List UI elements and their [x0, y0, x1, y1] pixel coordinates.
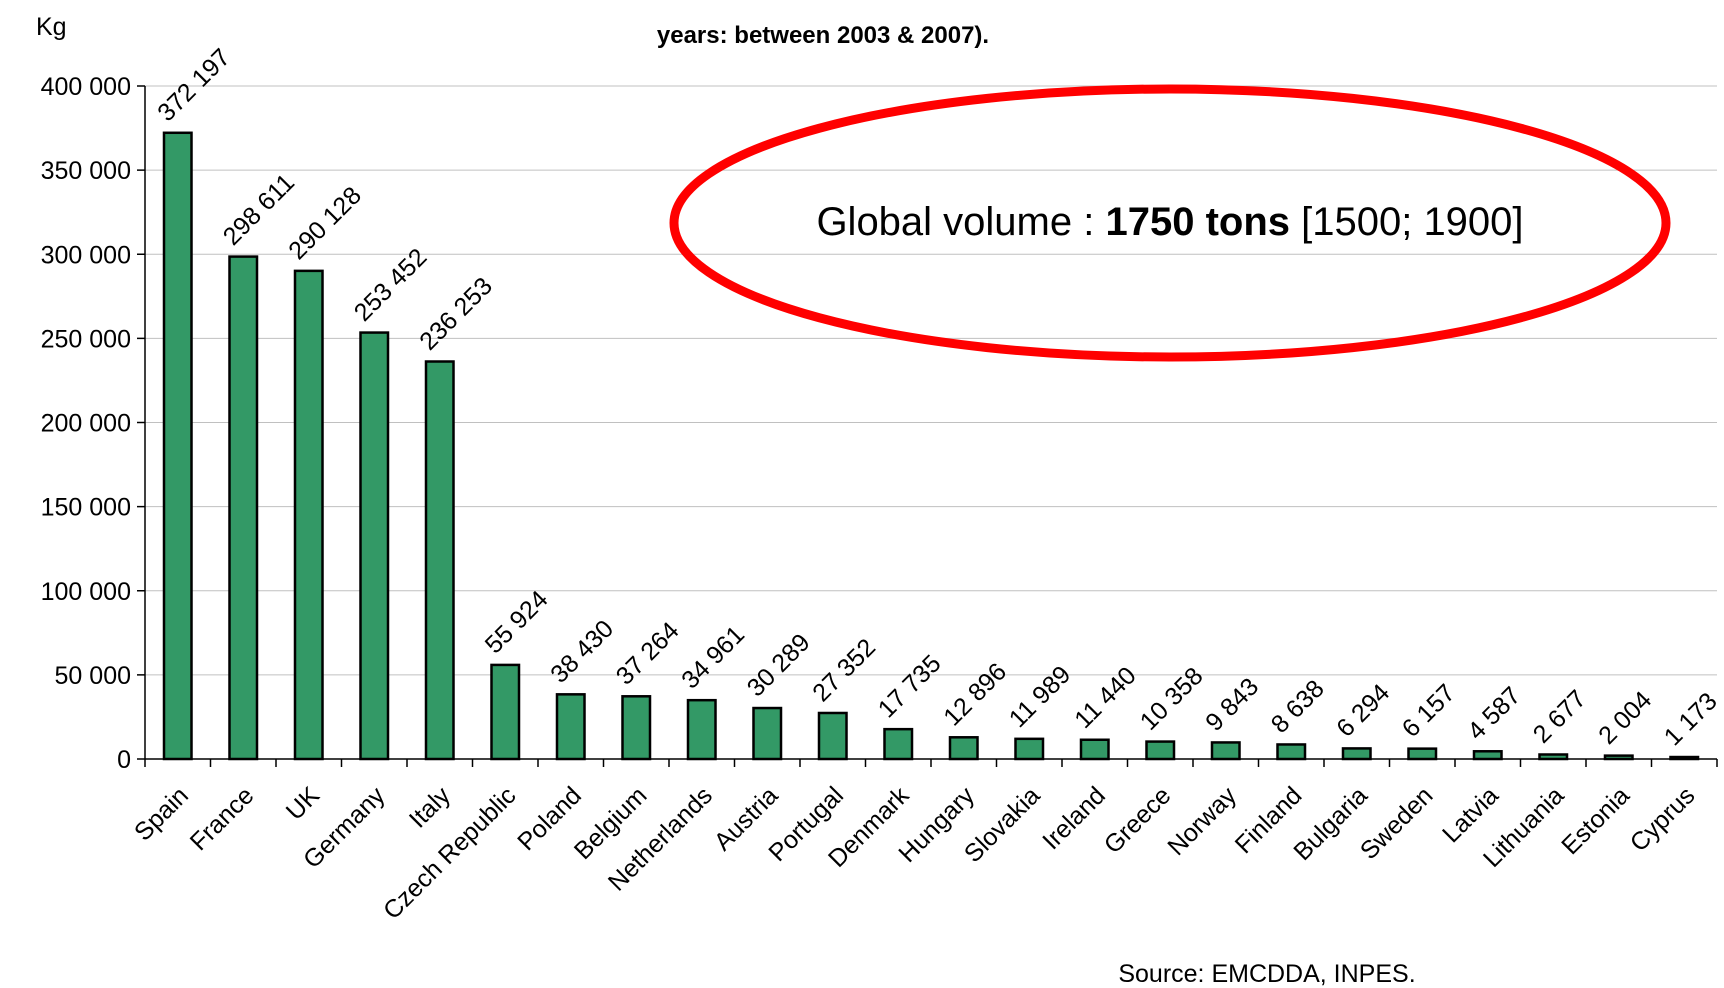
bar: [490, 663, 521, 761]
value-label: 37 264: [611, 617, 685, 691]
annotation-text: Global volume : 1750 tons [1500; 1900]: [816, 200, 1523, 244]
bar: [883, 727, 914, 761]
value-label: 9 843: [1200, 673, 1264, 737]
value-label: 27 352: [807, 633, 881, 707]
bar: [162, 131, 193, 761]
bar: [621, 695, 652, 761]
bar: [1276, 743, 1307, 761]
bar: [1079, 738, 1110, 761]
category-label: Cyprus: [1625, 781, 1701, 857]
category-label: Estonia: [1556, 781, 1635, 860]
value-label: 34 961: [676, 621, 750, 695]
category-label: Italy: [404, 781, 457, 834]
bar: [948, 736, 979, 761]
y-tick-label: 200 000: [41, 410, 131, 438]
category-label: Norway: [1162, 781, 1242, 861]
value-label: 4 587: [1462, 681, 1526, 745]
y-axis-ticks: 0 50 000 100 000 150 000 200 000 250 000 300 0…: [41, 73, 145, 774]
bar: [817, 711, 848, 761]
category-label: Bulgaria: [1288, 781, 1373, 866]
y-axis-label: Kg: [36, 13, 67, 41]
y-tick-label: 0: [117, 746, 131, 774]
value-label: 12 896: [938, 658, 1012, 732]
value-label: 38 430: [545, 615, 619, 689]
bar: [1145, 740, 1176, 761]
bar: [1472, 750, 1503, 761]
value-label: 6 157: [1397, 679, 1461, 743]
annotation-ellipse: [669, 84, 1671, 362]
bar: [752, 706, 783, 761]
value-label: 17 735: [873, 650, 947, 724]
chart-title-line2: years: between 2003 & 2007).: [657, 22, 989, 49]
y-tick-label: 250 000: [41, 325, 131, 353]
value-label: 372 197: [152, 43, 236, 127]
bar: [1014, 737, 1045, 761]
value-label: 236 253: [414, 272, 498, 356]
annotation-bold: 1750 tons: [1105, 200, 1290, 244]
value-label: 10 358: [1135, 662, 1209, 736]
y-tick-label: 300 000: [41, 241, 131, 269]
annotation-prefix: Global volume :: [816, 200, 1105, 244]
x-axis-ticks: [144, 759, 1718, 767]
value-label: 290 128: [283, 181, 367, 265]
value-label: 1 173: [1659, 687, 1723, 751]
value-label: 2 677: [1528, 685, 1592, 749]
annotation-suffix: [1500; 1900]: [1290, 200, 1524, 244]
category-label: France: [185, 781, 260, 856]
bar: [1210, 741, 1241, 761]
category-label: Greece: [1099, 781, 1177, 859]
y-tick-label: 150 000: [41, 494, 131, 522]
bar: [1341, 747, 1372, 761]
source-note: Source: EMCDDA, INPES.: [1118, 960, 1415, 988]
value-label: 2 004: [1593, 686, 1657, 750]
bar: [686, 698, 717, 761]
value-label: 6 294: [1331, 679, 1395, 743]
y-tick-label: 50 000: [55, 662, 131, 690]
value-label: 30 289: [742, 628, 816, 702]
bar: [228, 255, 259, 761]
category-label: Ireland: [1037, 781, 1111, 855]
category-label: Sweden: [1355, 781, 1439, 865]
value-label: 8 638: [1266, 675, 1330, 739]
value-label: 55 924: [480, 585, 554, 659]
value-label: 11 440: [1069, 661, 1142, 734]
y-tick-label: 100 000: [41, 578, 131, 606]
bar: [555, 693, 586, 761]
category-label: UK: [281, 781, 326, 826]
bar: [293, 269, 324, 761]
bar: [359, 331, 390, 761]
y-tick-label: 350 000: [41, 157, 131, 185]
value-label: 11 989: [1004, 661, 1077, 734]
bar: [1407, 747, 1438, 761]
bar: [424, 360, 455, 761]
y-tick-label: 400 000: [41, 73, 131, 101]
value-label: 298 611: [218, 168, 300, 250]
value-label: 253 452: [349, 243, 433, 327]
bars: [162, 131, 1700, 761]
